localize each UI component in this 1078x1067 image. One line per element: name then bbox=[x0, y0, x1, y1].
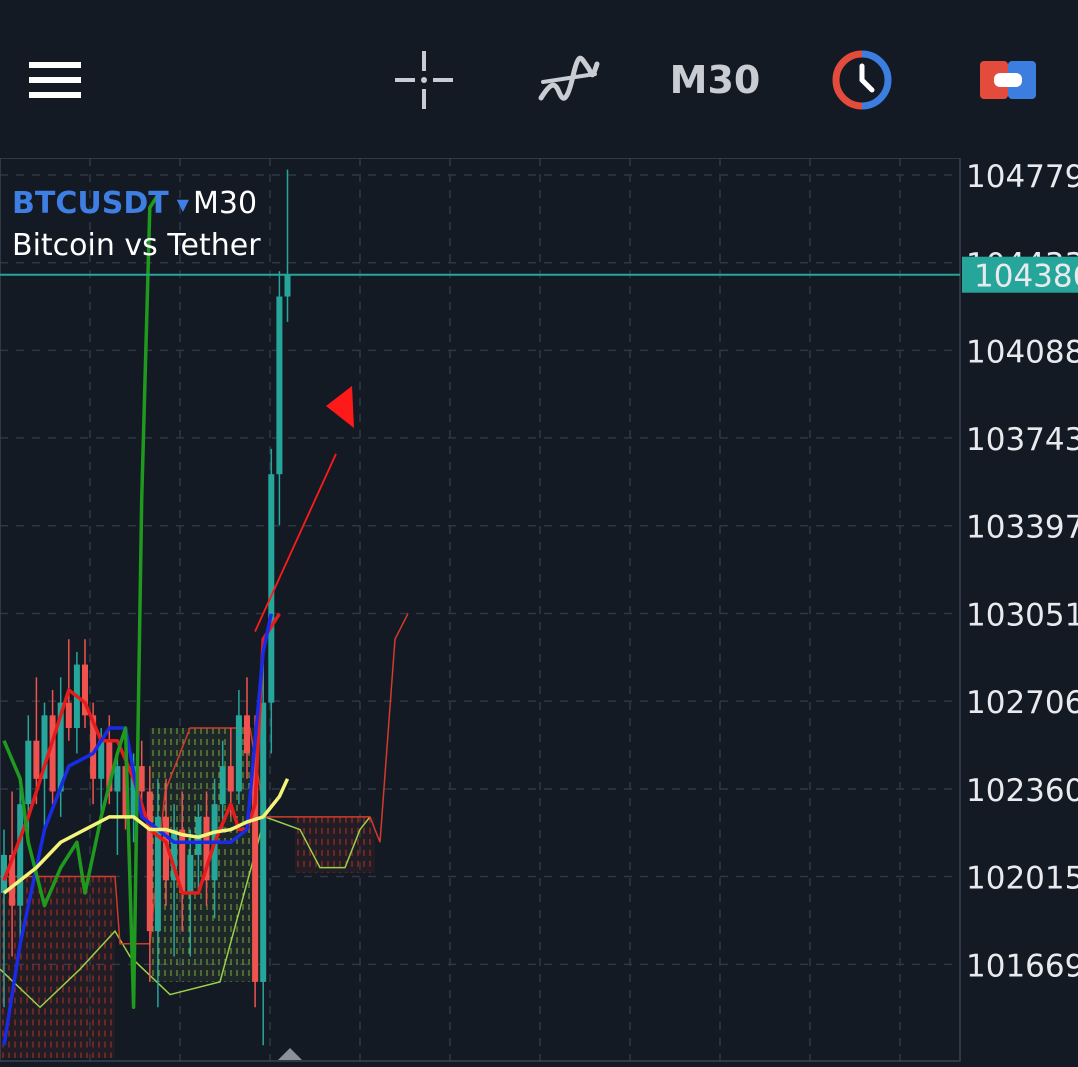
price-axis-label: 103051 bbox=[966, 598, 1078, 634]
candle-body bbox=[268, 474, 275, 703]
trend-arrow-head bbox=[326, 386, 354, 428]
candle-body bbox=[122, 766, 129, 817]
scroll-position-marker bbox=[278, 1048, 302, 1060]
timeframe-button[interactable]: M30 bbox=[660, 40, 770, 120]
candle-body bbox=[57, 702, 64, 792]
candle-body bbox=[235, 715, 242, 792]
candle-body bbox=[98, 740, 105, 779]
candle-body bbox=[130, 766, 137, 817]
price-axis-label: 104088 bbox=[966, 334, 1078, 370]
price-axis: 1047791044331040881037431033971030511027… bbox=[962, 159, 1078, 984]
candle-body bbox=[276, 296, 283, 475]
candle-body bbox=[146, 791, 153, 932]
price-chart[interactable]: 1047791044331040881037431033971030511027… bbox=[0, 158, 1078, 1067]
symbol-description: Bitcoin vs Tether bbox=[12, 228, 261, 263]
timeframe-label: M30 bbox=[669, 58, 761, 102]
moving-average-line bbox=[2, 778, 290, 895]
candle-body bbox=[65, 702, 72, 729]
candle-body bbox=[171, 829, 178, 881]
cloud-senkou-a bbox=[0, 815, 371, 1009]
candle-body bbox=[219, 766, 226, 805]
candle-body bbox=[9, 854, 16, 906]
current-price-label: 104386 bbox=[974, 259, 1078, 295]
price-axis-label: 102360 bbox=[966, 773, 1078, 809]
candle-body bbox=[106, 740, 113, 792]
indicators-button[interactable] bbox=[527, 40, 611, 120]
candles bbox=[1, 169, 291, 1046]
candle-body bbox=[33, 740, 40, 779]
candle-body bbox=[244, 715, 250, 754]
indicators-icon bbox=[538, 55, 600, 101]
candle-body bbox=[82, 664, 88, 716]
price-axis-label: 103397 bbox=[966, 510, 1078, 546]
plot-area bbox=[0, 158, 960, 1067]
toolbar: M30 bbox=[0, 0, 1078, 158]
toggle-icon bbox=[980, 61, 1036, 99]
trend-arrow bbox=[254, 386, 354, 632]
symbol-timeframe: M30 bbox=[193, 186, 258, 221]
candle-body bbox=[25, 740, 32, 805]
candle-body bbox=[252, 753, 259, 982]
toggle-button[interactable] bbox=[966, 40, 1050, 120]
crosshair-button[interactable] bbox=[382, 40, 466, 120]
candle-body bbox=[284, 274, 291, 297]
candle-body bbox=[154, 816, 161, 932]
candle-body bbox=[90, 715, 97, 779]
candle-body bbox=[1, 854, 7, 894]
price-axis-label: 102706 bbox=[966, 685, 1078, 721]
plot-border bbox=[0, 158, 961, 1062]
candle-body bbox=[227, 766, 234, 792]
price-axis-label: 104779 bbox=[966, 159, 1078, 195]
clock-icon bbox=[832, 50, 892, 110]
candle-body bbox=[41, 715, 48, 779]
candle-body bbox=[49, 715, 56, 792]
candle-body bbox=[179, 829, 186, 894]
candle-body bbox=[163, 816, 169, 881]
symbol-ticker[interactable]: BTCUSDT bbox=[12, 186, 169, 221]
menu-icon bbox=[29, 62, 81, 98]
chikou-line bbox=[2, 194, 160, 1009]
price-axis-label: 103743 bbox=[966, 422, 1078, 458]
price-axis-label: 101669 bbox=[966, 948, 1078, 984]
candle-body bbox=[260, 702, 267, 982]
grid bbox=[0, 158, 960, 1067]
symbol-dropdown-icon[interactable]: ▼ bbox=[176, 195, 189, 214]
clock-button[interactable] bbox=[820, 40, 904, 120]
candle-body bbox=[187, 854, 194, 894]
current-price-badge bbox=[962, 256, 1078, 293]
trend-arrow-line bbox=[254, 453, 337, 632]
candle-body bbox=[17, 804, 24, 906]
symbol-header[interactable]: BTCUSDT ▼ M30 bbox=[12, 186, 257, 221]
crosshair-icon bbox=[395, 51, 453, 109]
candle-body bbox=[203, 816, 210, 881]
candle-body bbox=[114, 766, 121, 792]
candle-body bbox=[138, 766, 145, 792]
menu-button[interactable] bbox=[20, 40, 94, 120]
price-axis-label: 102015 bbox=[966, 861, 1078, 897]
